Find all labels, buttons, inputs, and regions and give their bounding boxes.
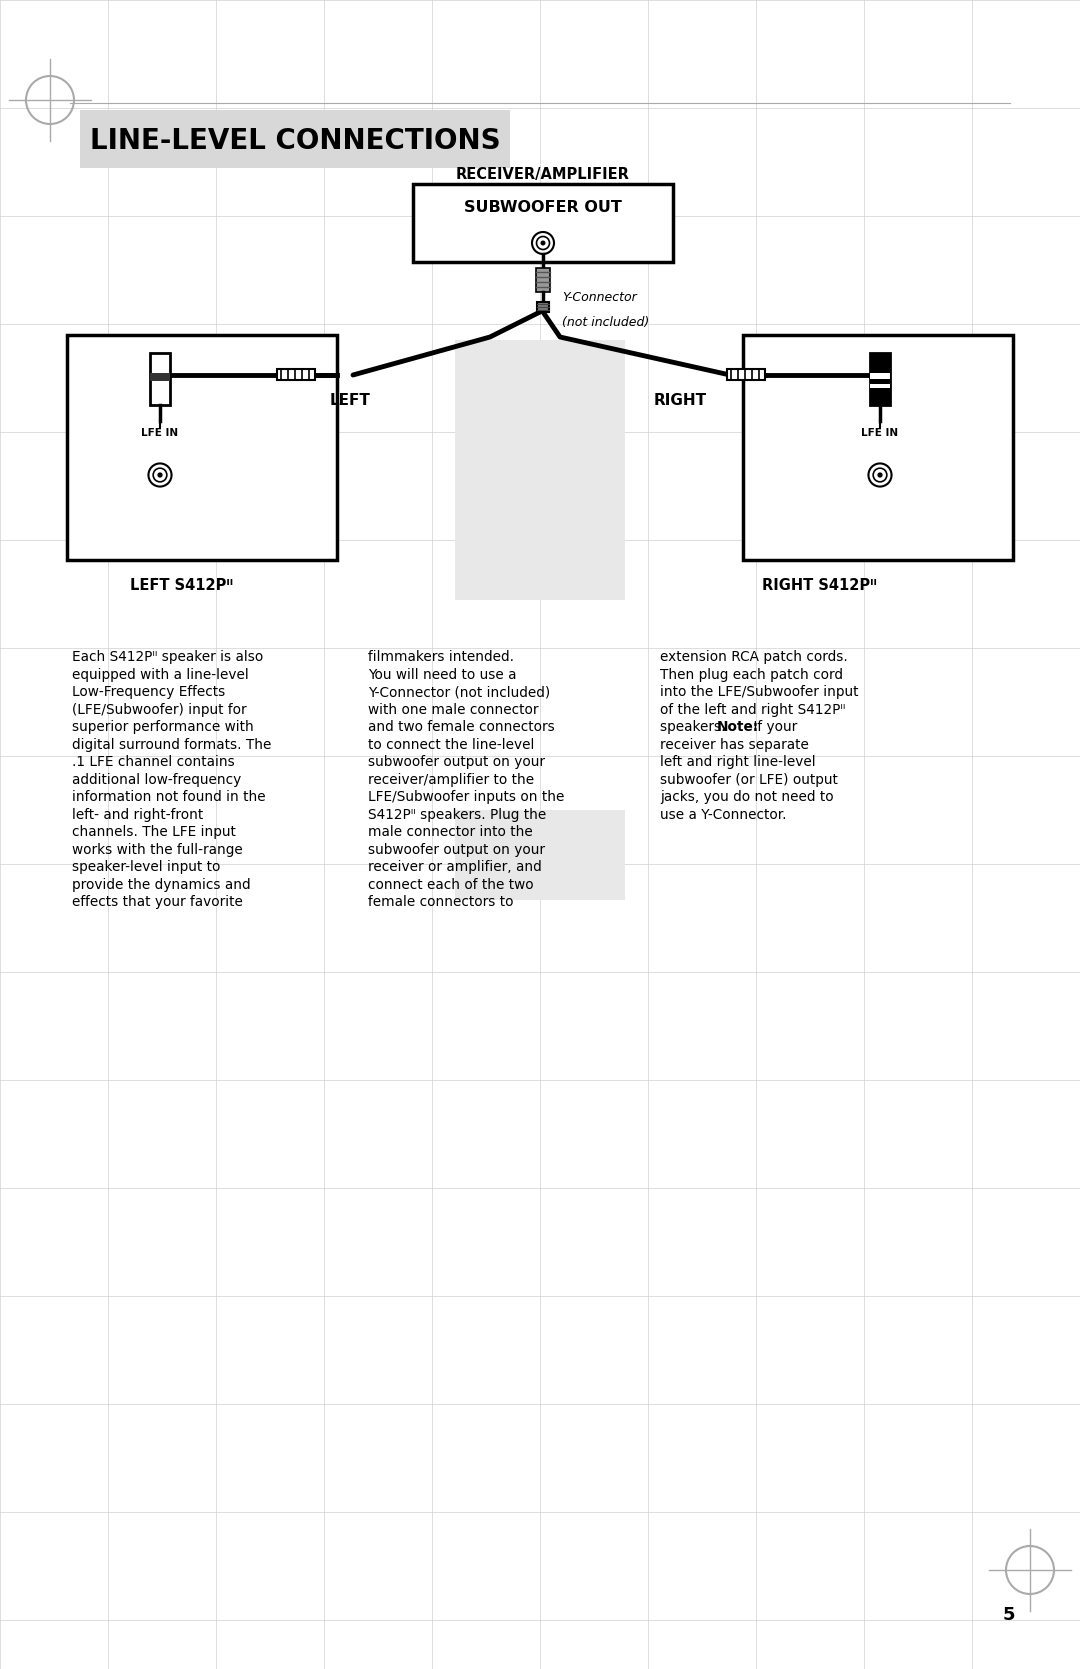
Text: jacks, you do not need to: jacks, you do not need to — [660, 789, 834, 804]
Bar — [870, 384, 890, 389]
Bar — [150, 354, 170, 406]
Text: speaker-level input to: speaker-level input to — [72, 860, 220, 875]
Text: and two female connectors: and two female connectors — [368, 719, 555, 734]
Text: effects that your favorite: effects that your favorite — [72, 895, 243, 910]
Circle shape — [158, 472, 163, 477]
Text: receiver/amplifier to the: receiver/amplifier to the — [368, 773, 535, 786]
Text: use a Y-Connector.: use a Y-Connector. — [660, 808, 786, 821]
Text: Y-Connector: Y-Connector — [562, 290, 637, 304]
Bar — [276, 369, 315, 381]
Text: extension RCA patch cords.: extension RCA patch cords. — [660, 649, 848, 664]
Text: LEFT S412Pᴵᴵ: LEFT S412Pᴵᴵ — [130, 577, 233, 592]
Text: 5: 5 — [1002, 1606, 1015, 1624]
Bar — [67, 335, 337, 561]
Bar — [80, 110, 510, 169]
Text: LFE/Subwoofer inputs on the: LFE/Subwoofer inputs on the — [368, 789, 565, 804]
Circle shape — [540, 240, 545, 245]
Text: works with the full-range: works with the full-range — [72, 843, 243, 856]
Bar — [455, 809, 625, 900]
Text: information not found in the: information not found in the — [72, 789, 266, 804]
Bar — [870, 372, 890, 379]
Text: left- and right-front: left- and right-front — [72, 808, 203, 821]
Text: connect each of the two: connect each of the two — [368, 878, 534, 891]
Text: subwoofer output on your: subwoofer output on your — [368, 843, 545, 856]
Text: superior performance with: superior performance with — [72, 719, 254, 734]
Text: subwoofer output on your: subwoofer output on your — [368, 754, 545, 769]
Text: .1 LFE channel contains: .1 LFE channel contains — [72, 754, 234, 769]
Text: with one male connector: with one male connector — [368, 703, 539, 716]
Text: SUBWOOFER OUT: SUBWOOFER OUT — [464, 200, 622, 215]
Text: Y-Connector (not included): Y-Connector (not included) — [368, 684, 550, 699]
Text: equipped with a line-level: equipped with a line-level — [72, 668, 248, 681]
Text: speakers.: speakers. — [660, 719, 730, 734]
Text: male connector into the: male connector into the — [368, 824, 532, 840]
Text: S412Pᴵᴵ speakers. Plug the: S412Pᴵᴵ speakers. Plug the — [368, 808, 546, 821]
Text: (LFE/Subwoofer) input for: (LFE/Subwoofer) input for — [72, 703, 246, 716]
Text: receiver has separate: receiver has separate — [660, 738, 809, 751]
Bar — [150, 372, 170, 381]
Text: Note:: Note: — [717, 719, 759, 734]
Bar — [727, 369, 765, 381]
Text: channels. The LFE input: channels. The LFE input — [72, 824, 235, 840]
Text: to connect the line-level: to connect the line-level — [368, 738, 535, 751]
Text: into the LFE/Subwoofer input: into the LFE/Subwoofer input — [660, 684, 859, 699]
Text: receiver or amplifier, and: receiver or amplifier, and — [368, 860, 542, 875]
Text: LEFT: LEFT — [329, 392, 370, 407]
Bar — [455, 340, 625, 599]
Text: of the left and right S412Pᴵᴵ: of the left and right S412Pᴵᴵ — [660, 703, 846, 716]
Text: RIGHT: RIGHT — [653, 392, 706, 407]
Text: filmmakers intended.: filmmakers intended. — [368, 649, 514, 664]
Text: You will need to use a: You will need to use a — [368, 668, 516, 681]
Text: LFE IN: LFE IN — [862, 427, 899, 437]
Bar — [413, 184, 673, 262]
Text: LFE IN: LFE IN — [141, 427, 178, 437]
Text: Low-Frequency Effects: Low-Frequency Effects — [72, 684, 226, 699]
Bar — [743, 335, 1013, 561]
Circle shape — [877, 472, 882, 477]
Bar — [536, 269, 550, 292]
Bar — [870, 354, 890, 406]
Text: If your: If your — [748, 719, 797, 734]
Text: LINE-LEVEL CONNECTIONS: LINE-LEVEL CONNECTIONS — [90, 127, 501, 155]
Text: Then plug each patch cord: Then plug each patch cord — [660, 668, 843, 681]
Text: Each S412Pᴵᴵ speaker is also: Each S412Pᴵᴵ speaker is also — [72, 649, 264, 664]
Bar — [537, 302, 549, 312]
Text: RECEIVER/AMPLIFIER: RECEIVER/AMPLIFIER — [456, 167, 630, 182]
Text: additional low-frequency: additional low-frequency — [72, 773, 241, 786]
Text: left and right line-level: left and right line-level — [660, 754, 815, 769]
Text: digital surround formats. The: digital surround formats. The — [72, 738, 271, 751]
Text: female connectors to: female connectors to — [368, 895, 513, 910]
Text: (not included): (not included) — [562, 315, 649, 329]
Text: provide the dynamics and: provide the dynamics and — [72, 878, 251, 891]
Text: RIGHT S412Pᴵᴵ: RIGHT S412Pᴵᴵ — [762, 577, 877, 592]
Text: subwoofer (or LFE) output: subwoofer (or LFE) output — [660, 773, 838, 786]
